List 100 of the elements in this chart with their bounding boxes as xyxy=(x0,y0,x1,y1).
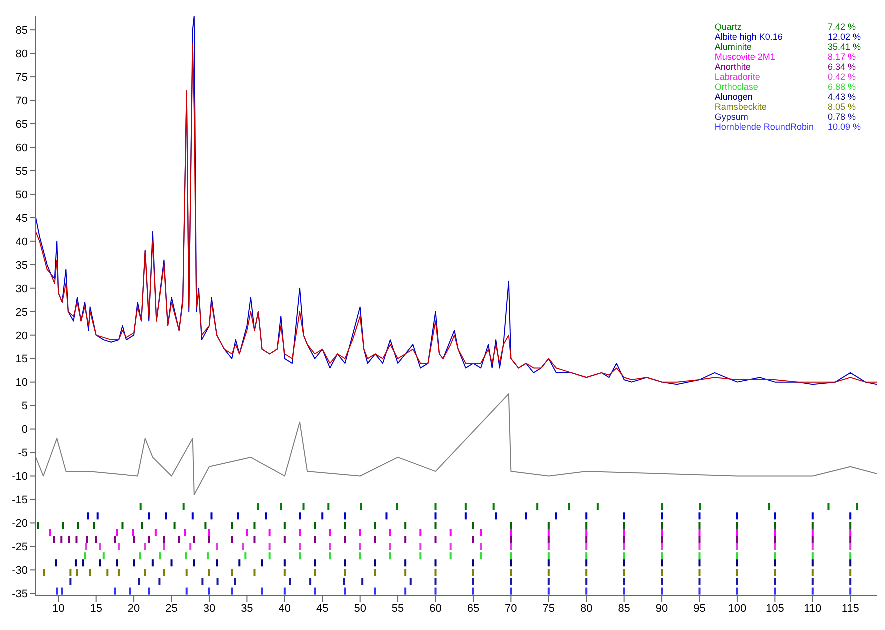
bar xyxy=(76,568,78,576)
bar xyxy=(586,568,588,576)
bar xyxy=(95,536,98,544)
bar xyxy=(774,568,776,576)
x-tick-label: 35 xyxy=(241,602,254,615)
bar xyxy=(204,522,207,530)
bar xyxy=(122,522,124,530)
bar xyxy=(812,560,814,567)
bar xyxy=(133,560,136,567)
bar xyxy=(208,568,210,576)
bar xyxy=(623,512,626,520)
bar xyxy=(216,578,219,586)
bar xyxy=(261,560,264,567)
bar xyxy=(420,543,422,550)
bar xyxy=(661,552,664,560)
bar xyxy=(812,588,814,595)
bar xyxy=(82,560,85,567)
bar xyxy=(242,543,244,550)
y-tick-label: 15 xyxy=(16,354,28,366)
annotation: 4.43 % xyxy=(828,92,857,102)
bar xyxy=(404,560,407,567)
text: Anorthite xyxy=(714,62,751,72)
bar xyxy=(698,588,701,595)
bar xyxy=(192,512,194,520)
bar xyxy=(555,512,558,520)
bar xyxy=(216,560,218,567)
bar xyxy=(548,560,550,567)
bar xyxy=(254,522,256,530)
bar xyxy=(284,560,286,567)
bar xyxy=(344,588,346,595)
bar xyxy=(472,522,474,530)
bar xyxy=(141,522,144,530)
bar xyxy=(265,512,268,520)
bar xyxy=(62,522,64,530)
bar xyxy=(736,578,738,586)
bar xyxy=(55,560,58,567)
bar xyxy=(118,543,120,550)
bar xyxy=(184,529,186,536)
bar xyxy=(856,503,858,510)
bar xyxy=(284,568,286,576)
bar xyxy=(700,503,702,510)
bar xyxy=(568,503,570,510)
bar xyxy=(774,560,776,567)
bar xyxy=(314,522,316,530)
bar xyxy=(163,536,166,544)
bar xyxy=(144,543,146,550)
bar xyxy=(190,543,192,550)
bar xyxy=(812,543,814,550)
text: Gypsum xyxy=(714,112,748,122)
bar xyxy=(480,552,482,560)
x-tick-label: 15 xyxy=(90,602,102,615)
y-tick-label: 75 xyxy=(16,72,28,84)
bar xyxy=(186,588,188,595)
bar xyxy=(231,536,234,544)
bar xyxy=(736,543,738,550)
bar xyxy=(154,529,157,536)
bar xyxy=(87,512,90,520)
bar xyxy=(298,552,301,560)
bar xyxy=(698,568,701,576)
bar xyxy=(661,503,664,510)
bar xyxy=(661,560,664,567)
bar xyxy=(812,522,814,530)
bar xyxy=(244,552,247,560)
bar xyxy=(102,552,105,560)
bar xyxy=(254,568,256,576)
bar xyxy=(390,529,392,536)
bar xyxy=(158,578,161,586)
x-tick-label: 50 xyxy=(354,602,366,615)
bar xyxy=(548,552,550,560)
bar xyxy=(210,512,213,520)
bar xyxy=(596,503,599,510)
bar xyxy=(374,522,376,530)
bar xyxy=(548,588,550,595)
bar xyxy=(850,568,852,576)
bar xyxy=(472,568,474,576)
y-tick-label: -30 xyxy=(12,565,28,578)
bar xyxy=(698,543,701,550)
bar xyxy=(302,503,305,510)
bar xyxy=(374,536,376,544)
bar xyxy=(77,522,80,530)
bar xyxy=(132,529,134,536)
text: Hornblende RoundRobin xyxy=(714,122,814,132)
x-tick-label: 75 xyxy=(542,602,556,615)
y-tick-label: -25 xyxy=(12,542,28,554)
bar xyxy=(536,503,539,510)
bar xyxy=(623,543,626,550)
bar xyxy=(548,529,550,536)
bar xyxy=(661,578,664,586)
bar xyxy=(163,543,166,550)
annotation: 8.05 % xyxy=(828,102,857,112)
text: Alunogen xyxy=(714,92,753,102)
y-tick-label: 80 xyxy=(16,48,28,60)
bar xyxy=(420,529,422,536)
bar xyxy=(193,536,196,544)
bar xyxy=(359,543,362,550)
y-tick-label: -15 xyxy=(12,494,28,507)
y-tick-label: 35 xyxy=(16,260,28,272)
bar xyxy=(812,568,814,576)
annotation: 35.41 % xyxy=(828,42,861,52)
bar xyxy=(410,578,412,586)
